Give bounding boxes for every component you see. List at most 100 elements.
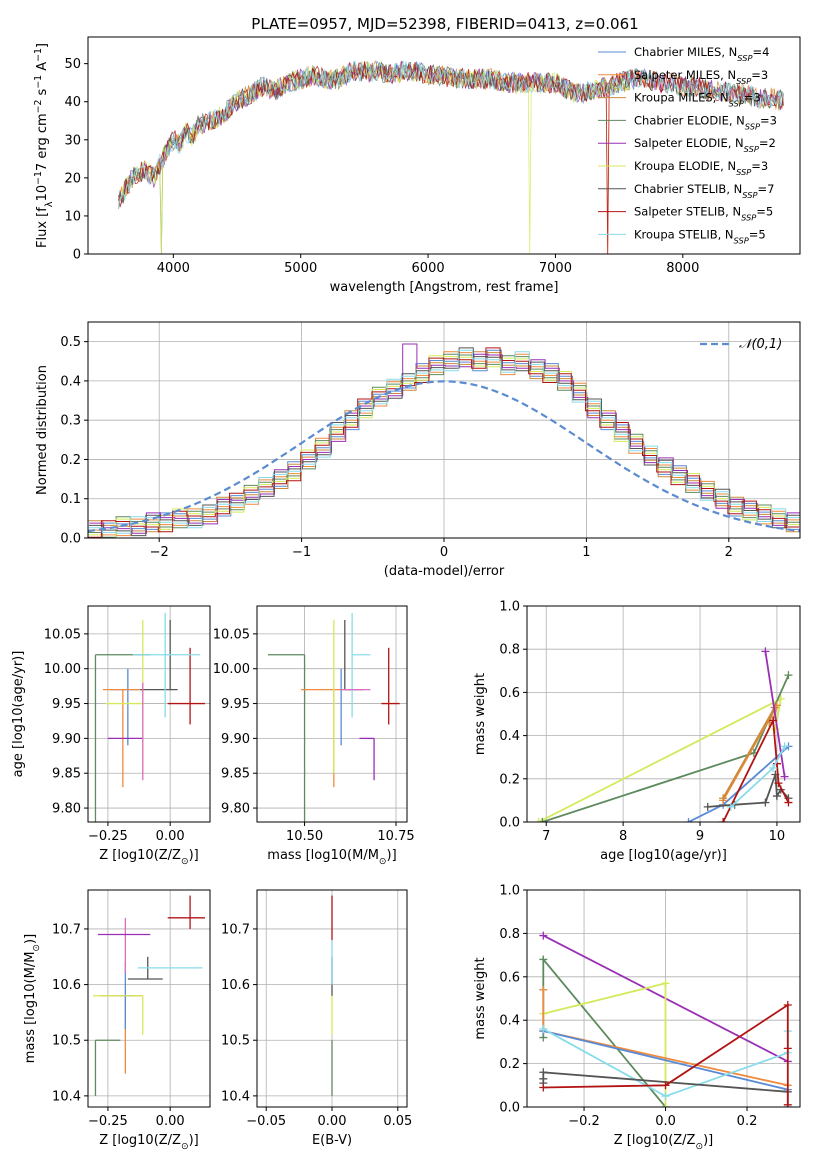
y-tick-label: 9.80	[221, 802, 250, 817]
errorbar-point-1	[100, 995, 143, 1074]
panel-weight_vs_age: 7 8 9 10 0.0 0.2 0.4 0.6 0.8 1.0 age [log10(age/yr…	[473, 600, 801, 863]
weight-marker	[661, 1081, 670, 1090]
x-axis-label: E(B-V)	[312, 1133, 352, 1148]
plot-area-weight_vs_Z	[539, 931, 792, 1107]
axes-frame	[87, 889, 211, 1108]
x-tick-label: 10.50	[286, 829, 323, 844]
y-tick-label: 10.05	[44, 627, 81, 642]
legend-entry: Kroupa STELIB, NSSP=5	[634, 227, 766, 245]
y-tick-label: 9.95	[52, 697, 81, 712]
y-tick-label: 10.6	[52, 978, 81, 993]
x-tick-label: 0.2	[737, 1114, 758, 1129]
weight-marker	[774, 779, 783, 788]
errorbar-point-8	[167, 895, 206, 929]
y-tick-label: 0.6	[499, 686, 520, 701]
panel-residuals: −2 −1 0 1 2 0.0 0.1 0.2 0.3 0.4 0.5 (data-model)/er…	[35, 321, 801, 579]
y-tick-label: 10.5	[221, 1034, 250, 1049]
y-tick-label: 1.0	[499, 884, 520, 899]
y-tick-label: 10.6	[221, 978, 250, 993]
y-tick-label: 0.1	[60, 492, 81, 507]
y-tick-label: 0.0	[60, 532, 81, 547]
y-tick-label: 9.90	[52, 732, 81, 747]
histogram-series-3	[88, 353, 800, 538]
plot-area-mass_vs_Z	[92, 895, 206, 1096]
legend-entry: Chabrier MILES, NSSP=4	[634, 45, 769, 63]
errorbar-point-8	[381, 647, 400, 725]
y-tick-label: 10.05	[213, 627, 250, 642]
histogram-series-2	[88, 351, 800, 533]
x-tick-label: 0.05	[383, 1114, 412, 1129]
panel-age_vs_Z: −0.25 0.00 9.80 9.85 9.90 9.95 10.00 10.05 Z [lo…	[11, 605, 211, 867]
weight-marker	[761, 647, 770, 656]
axes-frame	[87, 36, 801, 255]
x-tick-label: 8000	[666, 261, 699, 276]
weight-marker	[784, 671, 793, 680]
x-tick-label: −1	[292, 545, 311, 560]
x-tick-label: 0.00	[318, 1114, 347, 1129]
axes-frame	[256, 889, 408, 1108]
y-tick-label: 30	[64, 133, 81, 148]
errorbar-point-3	[92, 995, 144, 1035]
weight-marker	[769, 716, 778, 725]
panels: 4000 5000 6000 7000 800001020304050wavelengt…	[11, 36, 801, 1152]
histogram-series-7	[88, 347, 800, 538]
legend-entry: Chabrier ELODIE, NSSP=3	[634, 113, 777, 131]
y-axis-label: Normed distribution	[35, 365, 50, 495]
y-tick-label: 0.4	[60, 374, 81, 389]
y-tick-label: 10.7	[221, 922, 250, 937]
weight-line-4	[722, 707, 776, 799]
errorbar-point-7	[359, 737, 375, 781]
x-tick-label: 5000	[284, 261, 317, 276]
y-axis-label: mass [log10(M/M⊙)]	[23, 934, 42, 1063]
y-tick-label: 0.2	[60, 453, 81, 468]
legend-entry: 𝒩(0,1)	[739, 337, 782, 352]
weight-marker	[783, 1044, 792, 1053]
figure-title: PLATE=0957, MJD=52398, FIBERID=0413, z=0…	[251, 15, 638, 33]
y-tick-label: 10.5	[52, 1034, 81, 1049]
x-tick-label: −0.25	[88, 829, 128, 844]
y-tick-label: 0.4	[499, 1014, 520, 1029]
weight-marker	[539, 931, 548, 940]
histogram-series-6	[88, 347, 800, 537]
y-tick-label: 10.00	[44, 662, 81, 677]
y-tick-label: 0.0	[499, 1101, 520, 1116]
panel-mass_vs_Z: −0.25 0.00 10.4 10.5 10.6 10.7 Z [log10(Z/Z⊙)]…	[23, 889, 211, 1152]
x-tick-label: 7	[542, 829, 550, 844]
axes-frame	[87, 605, 211, 823]
x-tick-label: 0	[440, 545, 448, 560]
legend-entry: Kroupa ELODIE, NSSP=3	[634, 159, 768, 177]
y-tick-label: 0.0	[499, 816, 520, 831]
x-axis-label: Z [log10(Z/Z⊙)]	[99, 1133, 199, 1152]
y-tick-label: 10.00	[213, 662, 250, 677]
weight-marker	[772, 792, 781, 801]
panel-spectrum: 4000 5000 6000 7000 8000 0 10 20 30 40 50 wavelengt…	[33, 36, 801, 295]
weight-marker	[783, 1100, 792, 1107]
y-tick-label: 0.2	[499, 772, 520, 787]
weight-marker	[661, 1103, 670, 1107]
gaussian-curve	[88, 380, 800, 533]
errorbar-point-4	[105, 619, 144, 774]
y-tick-label: 1.0	[499, 600, 520, 615]
errorbar-point-5	[351, 612, 371, 718]
weight-marker	[726, 802, 735, 811]
x-tick-label: 10	[769, 829, 786, 844]
panel-age_vs_mass: 10.50 10.75 9.80 9.85 9.90 9.95 10.00 10.05 mass…	[213, 605, 415, 867]
weight-marker	[780, 742, 789, 751]
y-tick-label: 0.3	[60, 414, 81, 429]
weight-marker	[761, 798, 770, 807]
y-tick-label: 0.8	[499, 643, 520, 658]
errorbar-point-0	[267, 654, 306, 822]
plot-area-weight_vs_age	[534, 647, 793, 822]
y-tick-label: 10.7	[52, 922, 81, 937]
weight-marker	[661, 1092, 670, 1101]
weight-line-5	[764, 651, 786, 777]
y-tick-label: 20	[64, 171, 81, 186]
legend-entry: Salpeter MILES, NSSP=3	[634, 68, 768, 86]
legend-entry: Kroupa MILES, NSSP=3	[634, 91, 761, 109]
x-tick-label: 1	[582, 545, 590, 560]
y-tick-label: 9.90	[221, 732, 250, 747]
x-tick-label: 9	[696, 829, 704, 844]
y-tick-label: 40	[64, 95, 81, 110]
y-axis-label: Flux [fλ10−17 erg cm−2 s−1 A−1]	[33, 43, 55, 248]
